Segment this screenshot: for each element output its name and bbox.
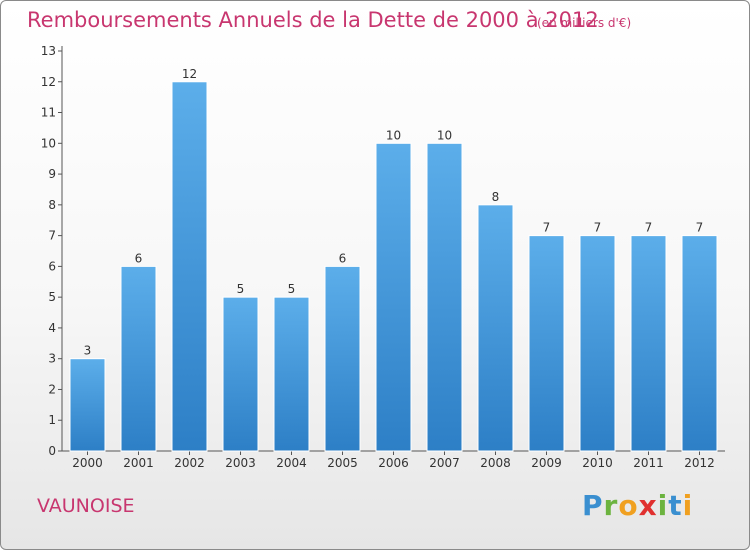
bar <box>324 265 361 452</box>
logo-letter: r <box>603 489 619 522</box>
bar <box>528 235 565 452</box>
bar-value-label: 8 <box>492 190 500 204</box>
bar <box>426 142 463 452</box>
logo-letter: P <box>582 489 604 522</box>
x-tick-label: 2010 <box>582 456 613 470</box>
bar <box>273 296 310 452</box>
bar <box>120 265 157 452</box>
logo-letter: o <box>618 489 639 522</box>
x-tick-label: 2008 <box>480 456 511 470</box>
y-tick-label: 0 <box>48 444 56 458</box>
bar <box>69 358 106 452</box>
y-tick-label: 7 <box>48 229 56 243</box>
bar-value-label: 7 <box>594 221 602 235</box>
x-tick-label: 2006 <box>378 456 409 470</box>
bar-value-label: 7 <box>645 221 653 235</box>
bar-value-label: 10 <box>437 128 452 142</box>
bar-value-label: 6 <box>339 251 347 265</box>
y-tick-label: 13 <box>41 44 56 58</box>
proxiti-logo[interactable]: Proxiti <box>582 489 693 522</box>
x-tick-label: 2004 <box>276 456 307 470</box>
chart-bars <box>69 81 718 452</box>
x-tick-label: 2001 <box>123 456 154 470</box>
bar-value-label: 7 <box>696 221 704 235</box>
y-tick-label: 12 <box>41 75 56 89</box>
y-tick-label: 6 <box>48 259 56 273</box>
x-tick-label: 2002 <box>174 456 205 470</box>
bar <box>630 235 667 452</box>
bar <box>681 235 718 452</box>
bar-value-label: 6 <box>135 251 143 265</box>
y-tick-label: 3 <box>48 352 56 366</box>
y-tick-label: 10 <box>41 136 56 150</box>
y-tick-label: 1 <box>48 413 56 427</box>
logo-letter: t <box>668 489 683 522</box>
bar-value-label: 12 <box>182 67 197 81</box>
x-tick-label: 2003 <box>225 456 256 470</box>
y-tick-label: 11 <box>41 106 56 120</box>
x-tick-label: 2000 <box>72 456 103 470</box>
x-tick-label: 2012 <box>684 456 715 470</box>
place-name: VAUNOISE <box>37 495 135 517</box>
bar-value-label: 7 <box>543 221 551 235</box>
y-tick-label: 2 <box>48 382 56 396</box>
bar <box>579 235 616 452</box>
chart-labels: 0123456789101112133200062001122002520035… <box>41 44 715 470</box>
bar-value-label: 5 <box>288 282 296 296</box>
chart-subtitle: (en milliers d'€) <box>537 16 632 30</box>
y-tick-label: 8 <box>48 198 56 212</box>
bar <box>375 142 412 452</box>
chart-title: Remboursements Annuels de la Dette de 20… <box>27 8 599 32</box>
y-tick-label: 5 <box>48 290 56 304</box>
x-tick-label: 2011 <box>633 456 664 470</box>
bar-value-label: 10 <box>386 128 401 142</box>
bar-value-label: 3 <box>84 344 92 358</box>
logo-letter: i <box>682 489 694 522</box>
logo-letter: x <box>638 489 658 522</box>
y-tick-label: 9 <box>48 167 56 181</box>
y-tick-label: 4 <box>48 321 56 335</box>
x-tick-label: 2009 <box>531 456 562 470</box>
bar <box>477 204 514 452</box>
x-tick-label: 2007 <box>429 456 460 470</box>
bar <box>171 81 208 452</box>
x-tick-label: 2005 <box>327 456 358 470</box>
logo-letter: i <box>657 489 669 522</box>
bar <box>222 296 259 452</box>
bar-value-label: 5 <box>237 282 245 296</box>
